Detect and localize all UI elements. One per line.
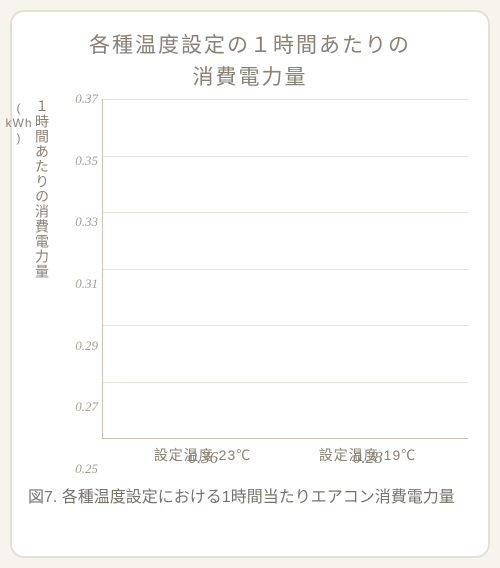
y-tick-label: 0.33: [58, 214, 98, 230]
y-axis-unit: ( kWh ): [6, 101, 33, 146]
y-tick-label: 0.37: [58, 91, 98, 107]
y-axis-label: １時間あたりの消費電力量 ( kWh ): [32, 99, 50, 279]
chart-title-line2: 消費電力量: [193, 66, 308, 89]
grid-line: [103, 156, 468, 157]
grid-line: [103, 99, 468, 100]
plot-area: 0.360.28: [102, 99, 468, 439]
y-tick-label: 0.29: [58, 338, 98, 354]
y-axis-label-text: １時間あたりの消費電力量: [34, 99, 50, 279]
chart-frame: 各種温度設定の１時間あたりの 消費電力量 １時間あたりの消費電力量 ( kWh …: [10, 10, 490, 558]
x-axis-labels: 設定温度 23℃ 設定温度 19℃: [102, 445, 468, 465]
y-tick-label: 0.31: [58, 276, 98, 292]
chart-title-line1: 各種温度設定の１時間あたりの: [89, 34, 411, 57]
grid-line: [103, 269, 468, 270]
x-axis-label: 設定温度 19℃: [298, 445, 438, 465]
y-tick-label: 0.25: [58, 461, 98, 477]
figure-caption: 図7. 各種温度設定における1時間当たりエアコン消費電力量: [28, 485, 472, 511]
x-axis-label: 設定温度 23℃: [133, 445, 273, 465]
chart-title: 各種温度設定の１時間あたりの 消費電力量: [28, 30, 472, 93]
y-tick-label: 0.27: [58, 399, 98, 415]
grid-line: [103, 325, 468, 326]
grid-line: [103, 212, 468, 213]
grid-line: [103, 382, 468, 383]
chart-area: １時間あたりの消費電力量 ( kWh ) 0.360.28 設定温度 23℃設定…: [56, 99, 472, 469]
y-tick-label: 0.35: [58, 153, 98, 169]
